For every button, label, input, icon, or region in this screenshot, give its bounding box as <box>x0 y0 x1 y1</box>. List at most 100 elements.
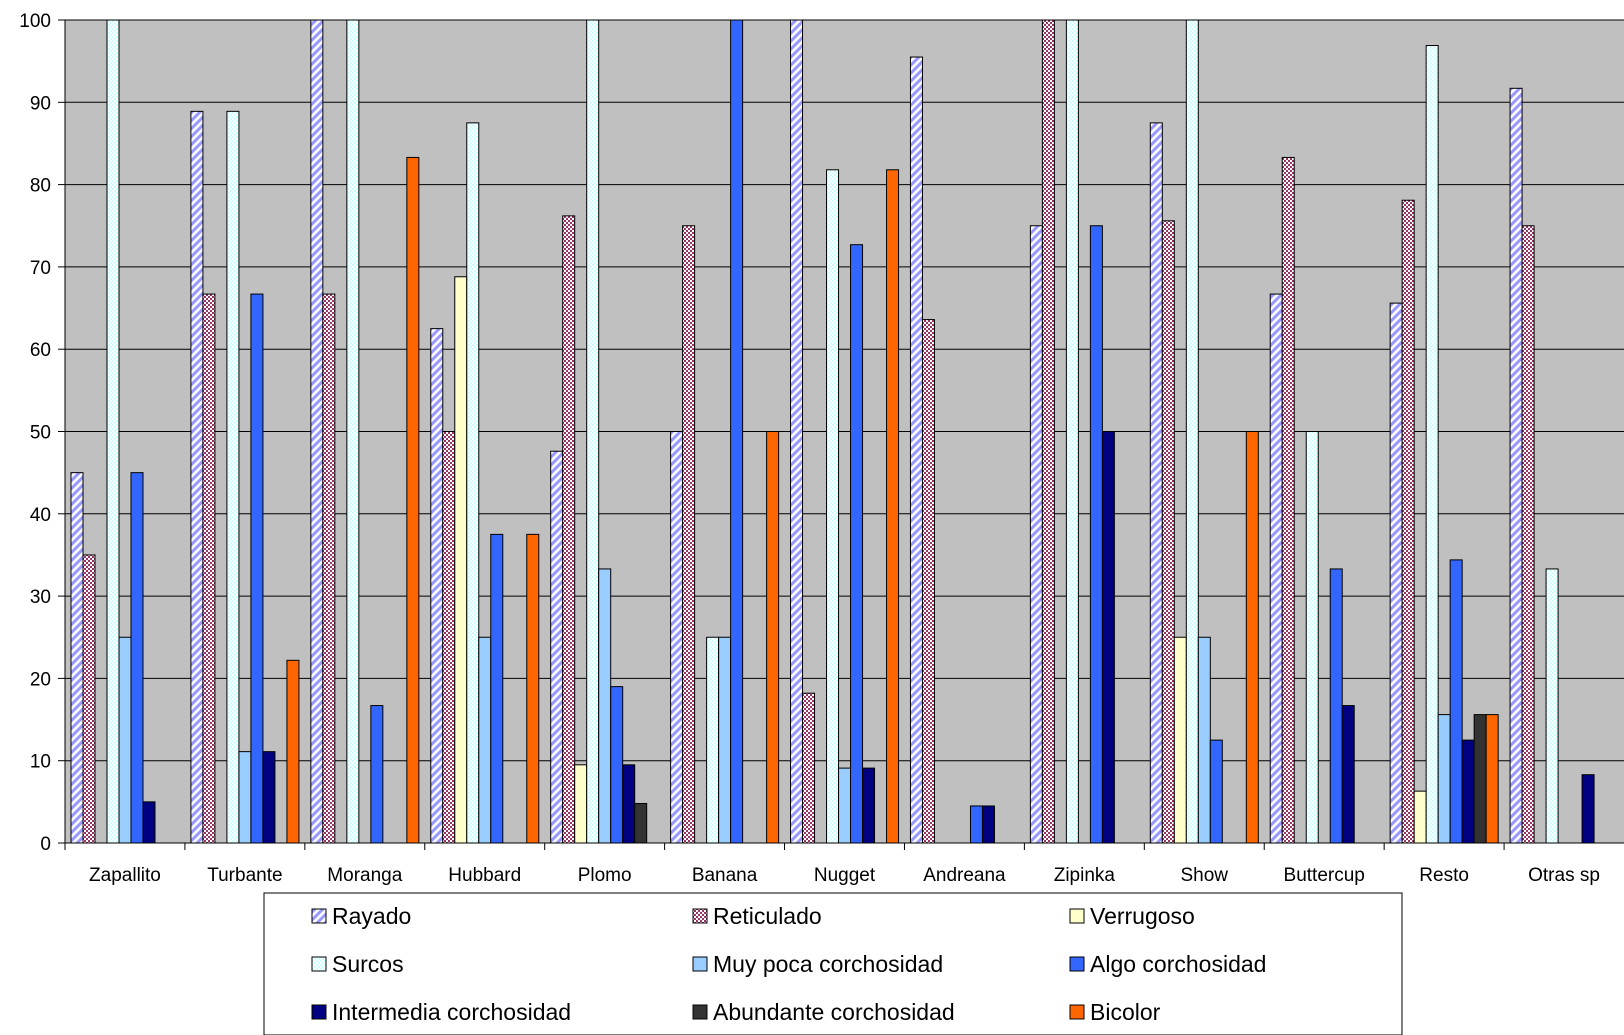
bar-intermedia-corchosidad <box>622 764 636 844</box>
y-tick-label: 50 <box>30 423 51 444</box>
y-tick-labels: 0 10 20 30 40 50 60 70 80 90 100 <box>19 11 51 855</box>
bar-rayado <box>70 472 84 844</box>
bar-verrugoso <box>454 276 468 844</box>
bar-muy-poca-corchosidad <box>118 636 132 844</box>
x-tick-label: Hubbard <box>448 865 521 886</box>
bar-rayado <box>550 450 564 844</box>
y-tick-label: 10 <box>30 752 51 773</box>
bar-rayado <box>190 110 204 844</box>
y-tick-label: 100 <box>19 11 51 32</box>
bar-bicolor <box>526 533 540 844</box>
bar-intermedia-corchosidad <box>1101 431 1115 844</box>
x-tick-label: Buttercup <box>1284 865 1365 886</box>
x-tick-label: Banana <box>692 865 758 886</box>
x-tick-label: Nugget <box>814 865 876 886</box>
y-tick-label: 70 <box>30 258 51 279</box>
x-tick-label: Moranga <box>327 865 402 886</box>
bar-algo-corchosidad <box>1449 559 1463 844</box>
legend-label: Algo corchosidad <box>1090 951 1266 977</box>
bar-rayado <box>1509 87 1523 844</box>
legend-swatch <box>692 1004 708 1020</box>
x-tick-label: Show <box>1181 865 1229 886</box>
bar-algo-corchosidad <box>250 293 264 844</box>
bar-muy-poca-corchosidad <box>838 767 852 844</box>
bar-algo-corchosidad <box>1329 568 1343 844</box>
bar-algo-corchosidad <box>969 805 983 844</box>
bar-reticulado <box>82 554 96 844</box>
bar-reticulado <box>921 319 935 844</box>
bar-reticulado <box>682 225 696 844</box>
legend-label: Intermedia corchosidad <box>332 999 571 1025</box>
bar-surcos <box>826 169 840 844</box>
bar-surcos <box>226 110 240 844</box>
legend-box <box>263 892 1403 1035</box>
bar-surcos <box>1305 431 1319 844</box>
bar-reticulado <box>1281 156 1295 844</box>
y-tick-label: 30 <box>30 587 51 608</box>
y-tick-label: 0 <box>40 834 51 855</box>
bar-intermedia-corchosidad <box>262 751 276 844</box>
bar-surcos <box>1185 19 1199 844</box>
bar-surcos <box>106 19 120 844</box>
x-tick-labels: Zapallito Turbante Moranga Hubbard Plomo Bana… <box>89 865 1600 886</box>
bar-intermedia-corchosidad <box>981 805 995 844</box>
legend-label: Reticulado <box>713 903 822 929</box>
bar-rayado <box>1269 293 1283 844</box>
bar-muy-poca-corchosidad <box>598 568 612 844</box>
bar-bicolor <box>406 156 420 844</box>
bar-surcos <box>1425 45 1439 844</box>
bar-rayado <box>310 19 324 844</box>
bar-algo-corchosidad <box>730 19 744 844</box>
bar-rayado <box>909 56 923 844</box>
bar-reticulado <box>1041 19 1055 844</box>
bar-algo-corchosidad <box>130 472 144 844</box>
bar-verrugoso <box>1413 790 1427 844</box>
bar-surcos <box>346 19 360 844</box>
bar-algo-corchosidad <box>610 686 624 844</box>
legend-label: Rayado <box>332 903 411 929</box>
legend-swatch <box>1069 956 1085 972</box>
bar-reticulado <box>442 431 456 844</box>
y-tick-label: 90 <box>30 93 51 114</box>
x-tick-label: Plomo <box>578 865 632 886</box>
bar-rayado <box>1389 302 1403 844</box>
bar-algo-corchosidad <box>1209 739 1223 844</box>
bar-algo-corchosidad <box>850 244 864 844</box>
x-tick-label: Zapallito <box>89 865 161 886</box>
bar-surcos <box>466 122 480 844</box>
bar-bicolor <box>286 659 300 844</box>
bar-bicolor <box>1245 431 1259 844</box>
legend-swatch <box>1069 908 1085 924</box>
bar-rayado <box>430 328 444 844</box>
bar-algo-corchosidad <box>370 705 384 844</box>
bar-intermedia-corchosidad <box>142 801 156 844</box>
bar-surcos <box>1065 19 1079 844</box>
bar-bicolor <box>1485 714 1499 844</box>
bar-algo-corchosidad <box>1089 225 1103 844</box>
bar-verrugoso <box>1173 636 1187 844</box>
bar-bicolor <box>886 169 900 844</box>
legend-label: Verrugoso <box>1090 903 1195 929</box>
bar-intermedia-corchosidad <box>862 767 876 844</box>
bar-reticulado <box>1401 199 1415 844</box>
bar-reticulado <box>1521 225 1535 844</box>
bar-bicolor <box>766 431 780 844</box>
bar-intermedia-corchosidad <box>1341 705 1355 844</box>
bar-reticulado <box>802 692 816 844</box>
y-tick-label: 80 <box>30 176 51 197</box>
x-tick-label: Otras sp <box>1528 865 1600 886</box>
bar-abundante-corchosidad <box>634 802 648 844</box>
legend-label: Bicolor <box>1090 999 1161 1025</box>
x-tick-label: Andreana <box>923 865 1006 886</box>
legend: Rayado Reticulado Verrugoso Surcos Muy poca … <box>263 892 1403 1035</box>
x-tick-label: Zipinka <box>1054 865 1116 886</box>
bar-muy-poca-corchosidad <box>718 636 732 844</box>
bar-algo-corchosidad <box>490 533 504 844</box>
bar-reticulado <box>322 293 336 844</box>
bar-surcos <box>586 19 600 844</box>
bar-surcos <box>1545 568 1559 844</box>
bar-muy-poca-corchosidad <box>238 751 252 844</box>
legend-swatch <box>311 1004 327 1020</box>
bar-abundante-corchosidad <box>1473 714 1487 844</box>
